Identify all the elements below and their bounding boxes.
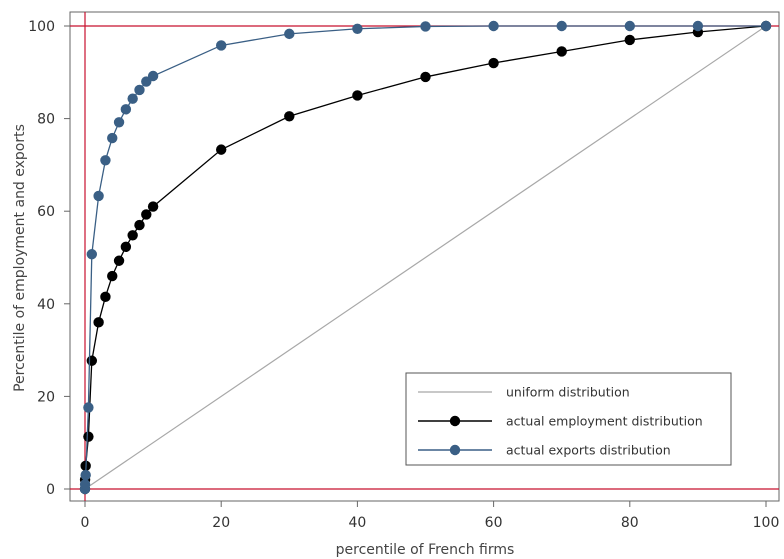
x-tick-label-4: 80 <box>621 515 639 531</box>
legend: uniform distribution actual employment di… <box>405 372 732 466</box>
x-tick-label-2: 40 <box>348 515 366 531</box>
series-2-point-22 <box>760 20 772 32</box>
legend-swatch-marker-2 <box>449 444 461 456</box>
legend-label-1: actual employment distribution <box>506 414 703 429</box>
series-1-point-7 <box>107 270 118 282</box>
series-1-point-9 <box>120 241 132 253</box>
series-2-point-8 <box>113 117 125 128</box>
series-2-point-13 <box>147 70 159 82</box>
series-1-point-18 <box>488 57 499 69</box>
x-tick-label-1: 20 <box>212 515 230 531</box>
series-1-point-6 <box>100 291 111 303</box>
series-2-point-20 <box>624 20 635 32</box>
legend-swatch-marker-1 <box>449 415 461 427</box>
series-2-point-4 <box>86 249 98 260</box>
series-1-point-15 <box>284 111 295 122</box>
y-axis-title: Percentile of employment and exports <box>12 124 28 392</box>
series-1-point-14 <box>216 144 227 155</box>
series-2-point-15 <box>284 28 295 40</box>
x-tick-label-0: 0 <box>81 515 90 531</box>
series-2-point-1 <box>79 479 91 490</box>
series-2-point-2 <box>80 469 91 481</box>
series-1-point-17 <box>420 71 431 83</box>
series-1-point-20 <box>624 34 635 46</box>
axes: 0 20 40 60 80 100 0 20 40 60 80 100 <box>28 19 779 531</box>
series-2-point-6 <box>100 155 111 166</box>
series-1-point-12 <box>141 209 152 220</box>
series-1-point-4 <box>86 355 98 366</box>
y-tick-label-4: 80 <box>37 112 55 128</box>
series-1-point-19 <box>556 46 567 57</box>
series-2-point-11 <box>134 84 145 96</box>
y-tick-label-3: 60 <box>37 204 55 220</box>
x-tick-label-5: 100 <box>753 515 780 531</box>
series-2-point-14 <box>216 40 227 51</box>
x-tick-label-3: 60 <box>485 515 503 531</box>
legend-label-2: actual exports distribution <box>506 443 671 458</box>
series-layer <box>79 20 772 495</box>
y-tick-label-1: 20 <box>37 389 55 405</box>
series-1-point-11 <box>134 219 145 231</box>
series-1-point-5 <box>93 317 104 328</box>
series-1-point-16 <box>352 90 363 101</box>
series-2-point-3 <box>83 402 94 413</box>
series-line-0 <box>84 25 767 490</box>
series-2-point-9 <box>120 104 132 115</box>
y-tick-label-0: 0 <box>46 482 55 498</box>
series-2-point-10 <box>127 93 138 104</box>
series-1-point-10 <box>127 230 138 241</box>
series-2-point-21 <box>692 20 704 32</box>
series-1-point-3 <box>83 431 94 442</box>
x-axis-title: percentile of French firms <box>336 542 515 558</box>
series-2-point-16 <box>352 23 363 34</box>
y-tick-label-2: 40 <box>37 297 55 313</box>
series-2-point-17 <box>420 21 431 32</box>
series-1-point-13 <box>147 201 159 212</box>
series-2-point-19 <box>556 20 567 32</box>
y-tick-label-5: 100 <box>28 19 55 35</box>
series-2-point-5 <box>93 190 104 202</box>
legend-label-0: uniform distribution <box>506 385 630 400</box>
series-1-point-8 <box>113 255 125 266</box>
series-2-point-18 <box>488 20 499 32</box>
series-2-point-7 <box>107 132 118 144</box>
